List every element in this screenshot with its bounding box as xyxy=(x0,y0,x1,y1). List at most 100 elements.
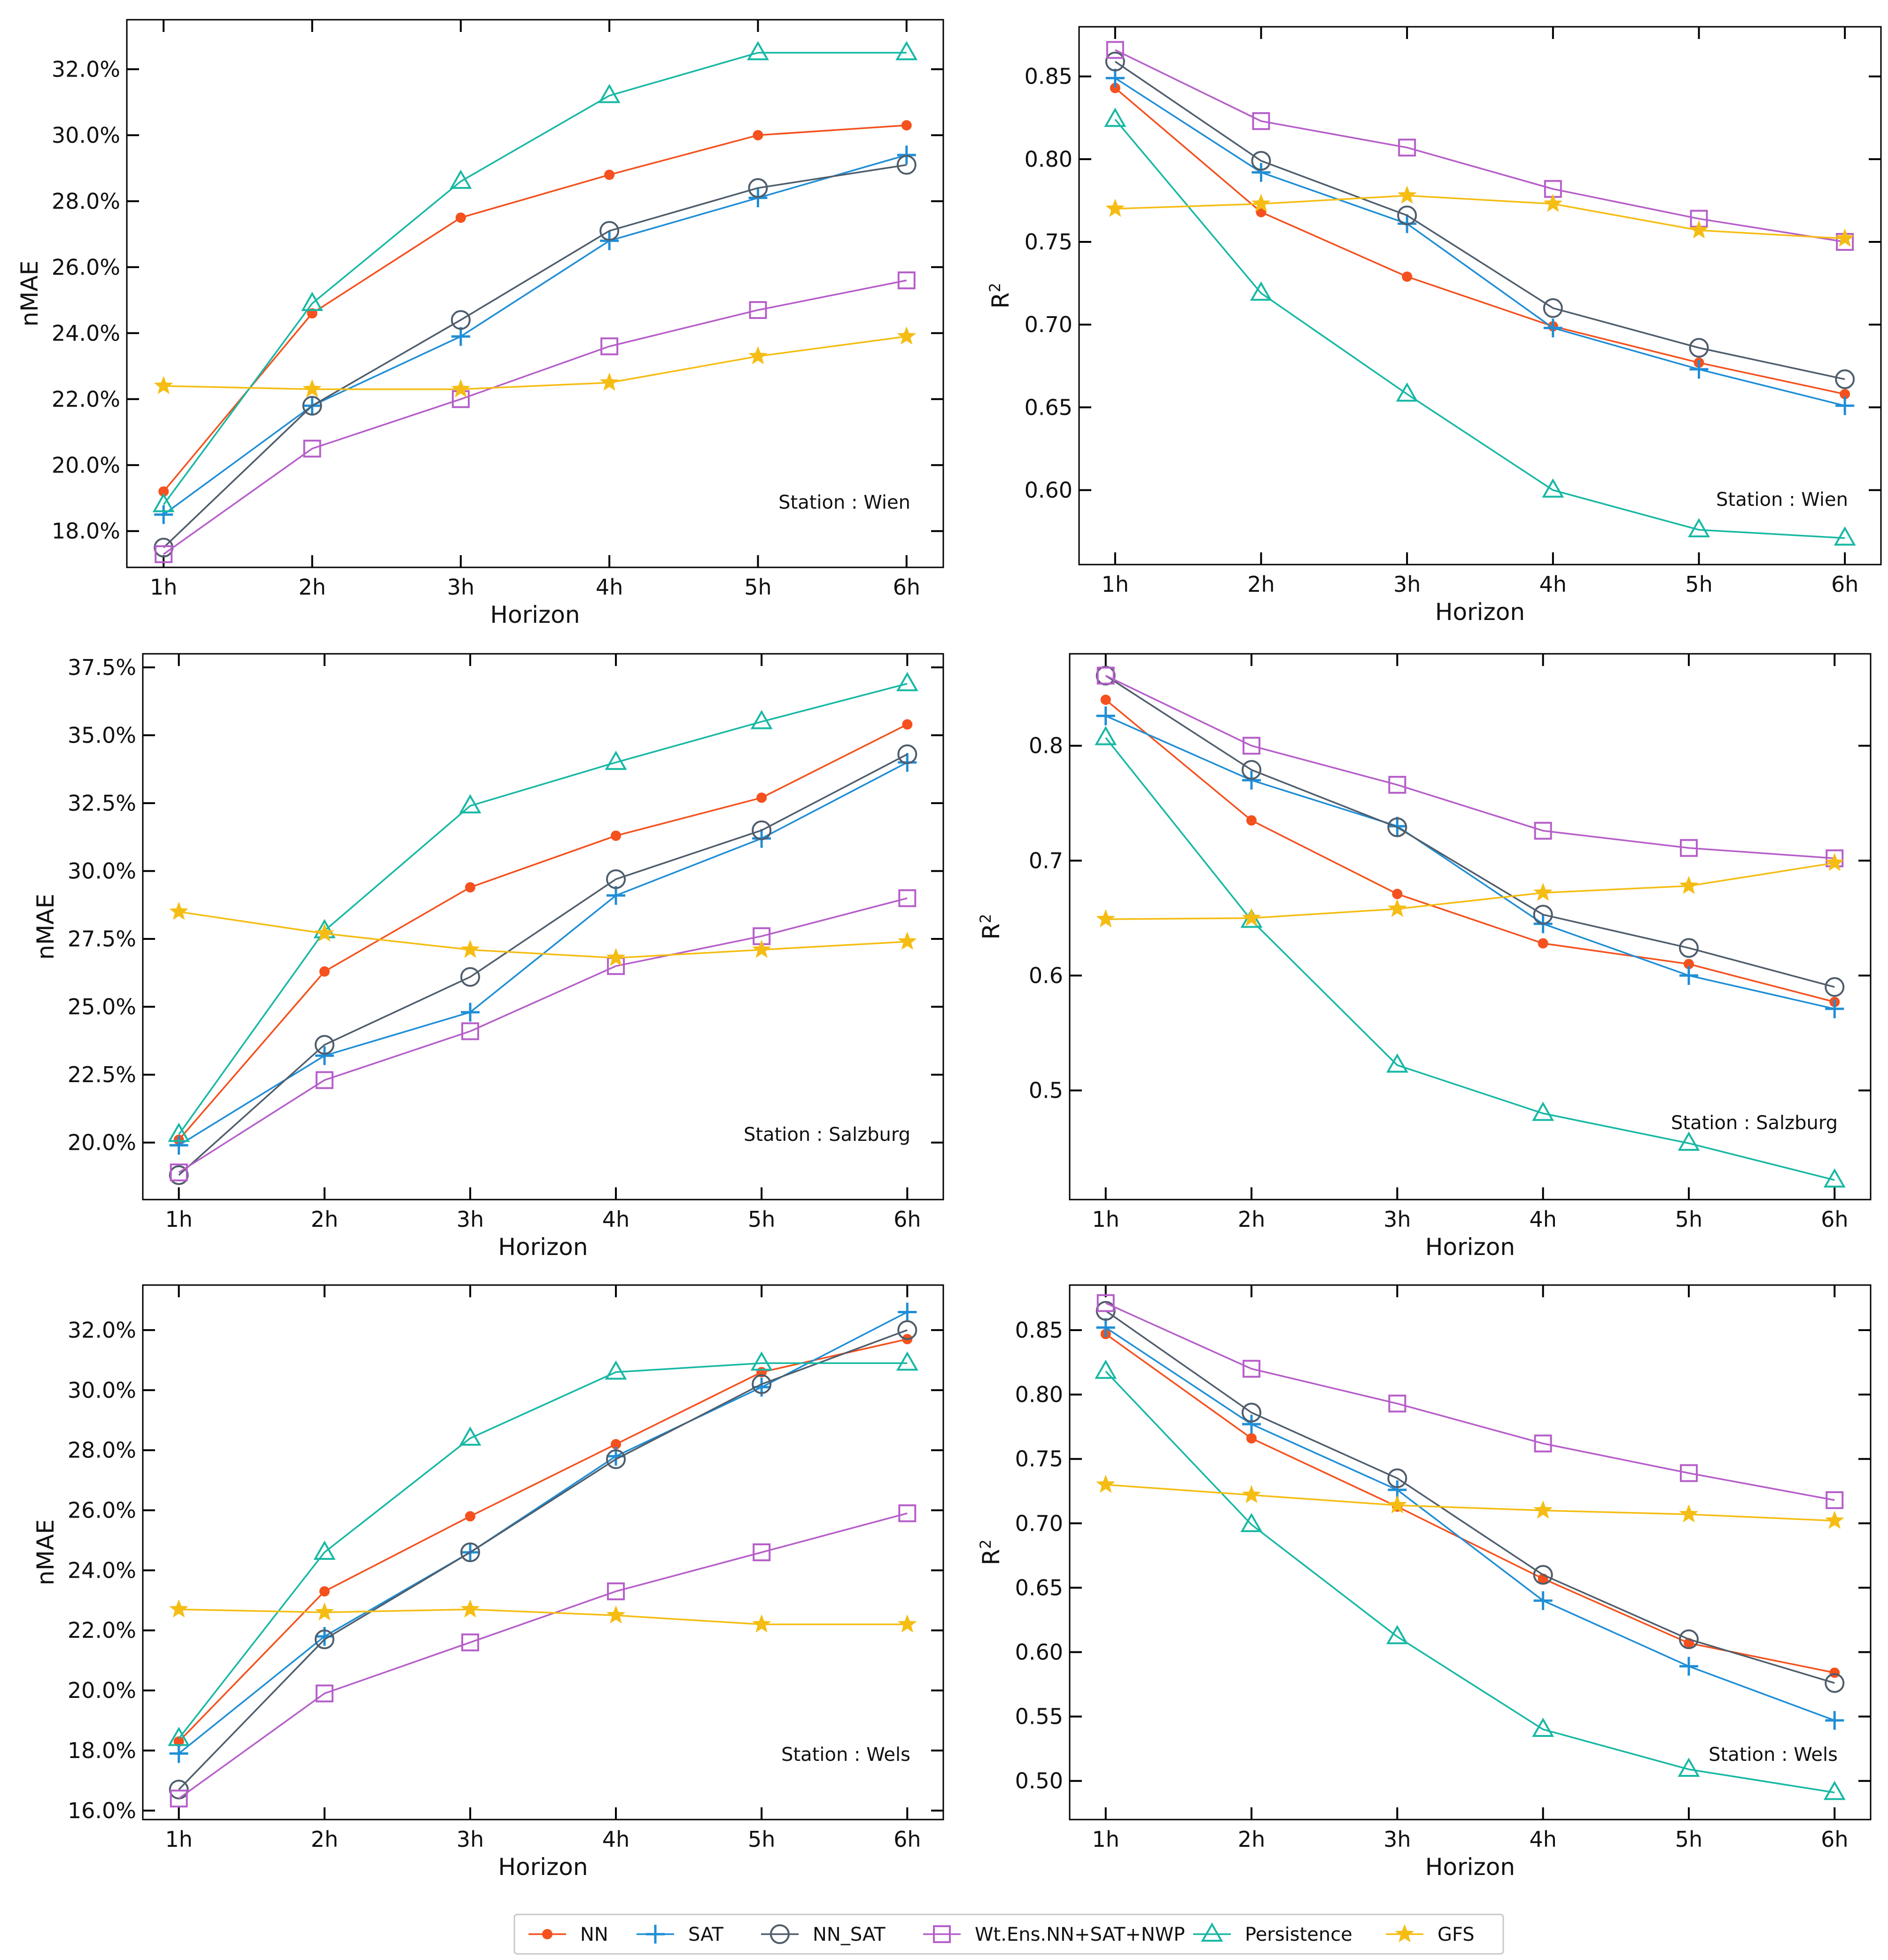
plot-frame xyxy=(126,19,944,568)
x-tick-label: 4h xyxy=(1539,572,1567,597)
data-point xyxy=(169,1744,188,1763)
x-tick-label: 6h xyxy=(893,574,920,600)
legend-box xyxy=(513,1914,1504,1955)
y-axis-title-text: R xyxy=(978,1549,1005,1565)
data-point xyxy=(1387,817,1407,837)
series-line xyxy=(1105,737,1835,1181)
data-point xyxy=(315,1046,334,1065)
plot-frame xyxy=(142,1284,944,1821)
series-line xyxy=(1105,1310,1835,1684)
data-point xyxy=(1096,1294,1115,1312)
data-point xyxy=(897,744,917,764)
y-tick-label: 32.0% xyxy=(52,56,120,82)
y-axis-title: nMAE xyxy=(32,1519,59,1586)
data-point xyxy=(158,486,169,497)
series-line xyxy=(163,154,907,516)
data-point xyxy=(1250,281,1272,301)
legend-entry: Wt.Ens.NN+SAT+NWP xyxy=(923,1924,1185,1945)
y-tick-label: 22.0% xyxy=(68,1618,136,1643)
data-point xyxy=(1533,1565,1553,1585)
data-point xyxy=(605,751,627,770)
data-point xyxy=(460,967,480,987)
data-point xyxy=(1533,1500,1553,1519)
x-axis-title: Horizon xyxy=(498,1233,588,1261)
data-point xyxy=(756,792,767,803)
series-line xyxy=(1105,675,1835,988)
x-tick-label: 6h xyxy=(893,1207,921,1232)
data-point xyxy=(154,505,173,524)
y-axis-title: R2 xyxy=(977,914,1005,939)
series-sat xyxy=(169,1302,917,1763)
station-label: Station : Wels xyxy=(781,1744,910,1766)
data-point xyxy=(1679,966,1698,985)
legend-marker xyxy=(1201,1922,1223,1942)
data-point xyxy=(1251,163,1271,182)
legend-label: GFS xyxy=(1437,1924,1475,1945)
data-point xyxy=(301,292,323,311)
data-point xyxy=(170,1790,188,1808)
y-tick-label: 26.0% xyxy=(52,255,120,280)
series-line xyxy=(1105,674,1835,860)
data-point xyxy=(1835,369,1855,389)
data-point xyxy=(461,1022,479,1040)
chart-wels-r2: 0.50 0.55 0.60 0.65 0.70 0.75 0.80 0.85 1h 2h 3h 4h… xyxy=(977,1284,1872,1881)
data-point xyxy=(749,301,767,319)
y-axis-title-superscript: 2 xyxy=(977,914,995,923)
x-tick-label: 3h xyxy=(1383,1827,1411,1852)
data-point xyxy=(897,326,917,345)
series-line xyxy=(1115,194,1845,240)
data-point xyxy=(314,1629,334,1650)
legend-marker xyxy=(770,1924,790,1944)
series-line xyxy=(178,1338,908,1743)
data-point xyxy=(1387,899,1407,917)
series-nn xyxy=(173,719,913,1145)
series-nn xyxy=(173,1334,913,1747)
data-point xyxy=(461,1633,479,1651)
x-tick-label: 2h xyxy=(311,1207,338,1232)
series-wt-ens-nn-sat-nwp xyxy=(1096,1294,1844,1509)
data-point xyxy=(750,710,773,729)
data-point xyxy=(302,395,322,416)
y-tick-label: 20.0% xyxy=(68,1678,136,1703)
series-nn xyxy=(1110,83,1850,400)
x-tick-label: 4h xyxy=(596,574,623,600)
series-wt-ens-nn-sat-nwp xyxy=(170,889,917,1182)
data-point xyxy=(459,1426,482,1446)
series-line xyxy=(179,1608,908,1626)
data-point xyxy=(901,120,912,131)
y-tick-label: 32.5% xyxy=(68,790,136,816)
series-line xyxy=(179,911,908,959)
data-point xyxy=(1823,1168,1846,1188)
series-persistence xyxy=(1095,726,1846,1188)
legend-entry: SAT xyxy=(637,1924,723,1945)
data-point xyxy=(1242,1415,1261,1434)
y-axis-title-text: nMAE xyxy=(16,261,43,327)
y-tick-label: 0.70 xyxy=(1025,312,1072,337)
x-tick-label: 6h xyxy=(893,1827,921,1852)
data-point xyxy=(1242,908,1261,926)
plot-frame xyxy=(1078,26,1882,566)
series-line xyxy=(178,1311,908,1754)
x-tick-label: 1h xyxy=(165,1207,192,1232)
y-tick-label: 0.70 xyxy=(1015,1511,1063,1536)
legend-label: NN_SAT xyxy=(813,1924,886,1945)
data-point xyxy=(748,346,768,364)
data-point xyxy=(1532,1101,1554,1121)
data-point xyxy=(896,1351,918,1371)
x-tick-label: 3h xyxy=(447,574,474,600)
y-tick-label: 0.60 xyxy=(1015,1640,1063,1665)
y-axis-title-superscript: 2 xyxy=(986,283,1004,292)
data-point xyxy=(1243,1360,1261,1378)
x-tick-label: 1h xyxy=(150,574,177,600)
data-point xyxy=(1825,1511,1844,1529)
y-tick-label: 0.8 xyxy=(1029,733,1063,759)
series-line xyxy=(163,124,907,492)
series-line xyxy=(1114,77,1845,407)
y-axis-title-text: nMAE xyxy=(32,894,59,960)
y-tick-label: 0.65 xyxy=(1025,395,1072,420)
x-axis-title: Horizon xyxy=(1425,1233,1515,1261)
series-wt-ens-nn-sat-nwp xyxy=(170,1504,917,1808)
x-tick-label: 3h xyxy=(1393,572,1421,597)
y-axis-title: R2 xyxy=(986,283,1014,309)
data-point xyxy=(1834,526,1856,546)
